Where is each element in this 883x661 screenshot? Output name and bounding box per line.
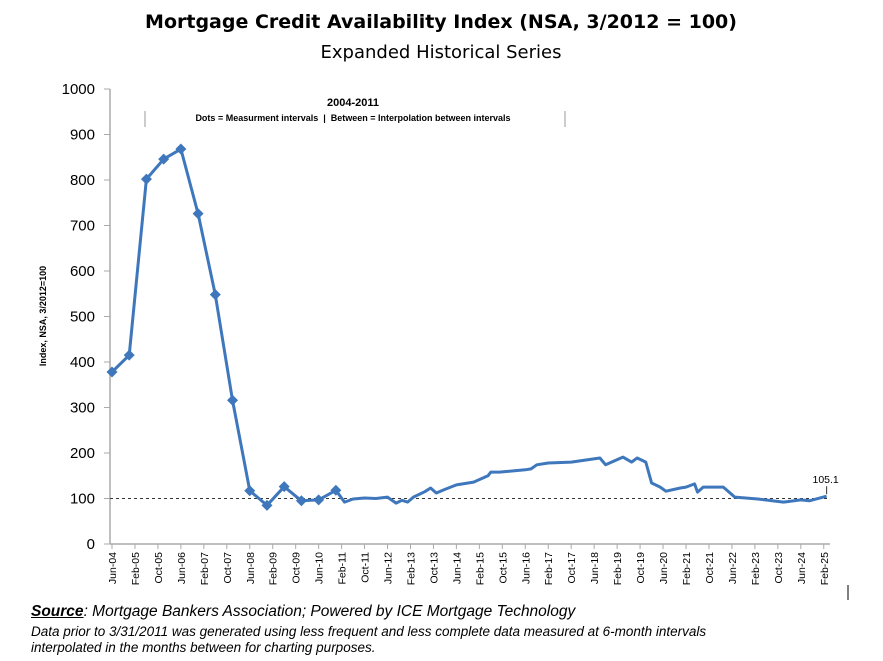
x-tick-label: Feb-11 xyxy=(337,552,349,585)
x-tick-label: Oct-23 xyxy=(773,552,785,584)
x-tick-label: Oct-21 xyxy=(704,552,716,584)
y-tick-label: 300 xyxy=(70,400,95,417)
y-tick-label: 600 xyxy=(70,263,95,280)
x-tick-label: Jun-14 xyxy=(451,552,463,584)
x-tick-label: Feb-07 xyxy=(199,552,211,585)
y-tick-label: 100 xyxy=(70,491,95,508)
x-tick-label: Oct-11 xyxy=(360,552,372,583)
x-tick-label: Jun-10 xyxy=(314,552,326,584)
data-point-marker xyxy=(175,143,187,155)
last-value-label: 105.1 xyxy=(812,474,838,486)
data-point-marker xyxy=(106,366,118,378)
x-tick-label: Jun-06 xyxy=(176,552,188,584)
data-point-marker xyxy=(295,495,307,507)
data-point-marker xyxy=(209,289,221,301)
y-tick-label: 400 xyxy=(70,354,95,371)
x-tick-label: Feb-15 xyxy=(474,552,486,585)
data-point-marker xyxy=(244,485,256,497)
x-tick-label: Feb-13 xyxy=(405,552,417,585)
footnote-line-2: interpolated in the months between for c… xyxy=(31,640,376,655)
data-point-marker xyxy=(140,173,152,185)
x-tick-label: Feb-21 xyxy=(681,552,693,585)
y-tick-label: 500 xyxy=(70,309,95,326)
x-tick-label: Feb-25 xyxy=(819,552,831,585)
data-point-marker xyxy=(313,494,325,506)
x-tick-label: Oct-15 xyxy=(497,552,509,584)
x-tick-label: Jun-20 xyxy=(658,552,670,584)
y-axis-label: Index, NSA, 3/2012=100 xyxy=(38,266,48,366)
chart-title: Mortgage Credit Availability Index (NSA,… xyxy=(145,11,737,33)
x-tick-label: Jun-16 xyxy=(520,552,532,584)
data-point-marker xyxy=(227,394,239,406)
x-tick-label: Jun-04 xyxy=(107,552,119,584)
x-tick-label: Jun-24 xyxy=(796,552,808,584)
data-point-marker xyxy=(278,481,290,493)
x-tick-label: Jun-22 xyxy=(727,552,739,584)
y-tick-label: 900 xyxy=(70,127,95,144)
x-tick-label: Feb-05 xyxy=(130,552,142,585)
x-tick-label: Oct-07 xyxy=(222,552,234,584)
y-tick-label: 700 xyxy=(70,218,95,235)
source-line: Source: Mortgage Bankers Association; Po… xyxy=(31,603,575,621)
x-tick-label: Feb-23 xyxy=(750,552,762,585)
y-tick-label: 200 xyxy=(70,445,95,462)
x-tick-label: Feb-19 xyxy=(612,552,624,585)
chart-subtitle: Expanded Historical Series xyxy=(321,42,562,63)
x-tick-label: Oct-05 xyxy=(153,552,165,584)
data-point-marker xyxy=(123,349,135,361)
x-tick-label: Jun-12 xyxy=(383,552,395,584)
y-tick-label: 800 xyxy=(70,172,95,189)
data-point-marker xyxy=(158,153,170,165)
annotation-title: 2004-2011 xyxy=(327,97,379,109)
y-tick-label: 1000 xyxy=(62,81,95,98)
data-point-marker xyxy=(330,484,342,496)
x-tick-label: Jun-08 xyxy=(245,552,257,584)
series-line xyxy=(110,147,827,507)
annotation-text: Dots = Measurment intervals | Between = … xyxy=(195,113,510,123)
x-tick-label: Oct-13 xyxy=(428,552,440,584)
x-tick-label: Jun-18 xyxy=(589,552,601,584)
x-tick-label: Feb-09 xyxy=(268,552,280,585)
x-tick-label: Oct-19 xyxy=(635,552,647,584)
source-text: : Mortgage Bankers Association; Powered … xyxy=(83,603,576,620)
x-tick-label: Oct-17 xyxy=(566,552,578,584)
data-point-marker xyxy=(261,499,273,511)
data-point-marker xyxy=(192,208,204,220)
x-tick-label: Oct-09 xyxy=(291,552,303,584)
y-tick-label: 0 xyxy=(87,536,95,553)
source-label: Source xyxy=(31,603,84,620)
x-tick-label: Feb-17 xyxy=(543,552,555,585)
footnote-line-1: Data prior to 3/31/2011 was generated us… xyxy=(31,624,707,639)
